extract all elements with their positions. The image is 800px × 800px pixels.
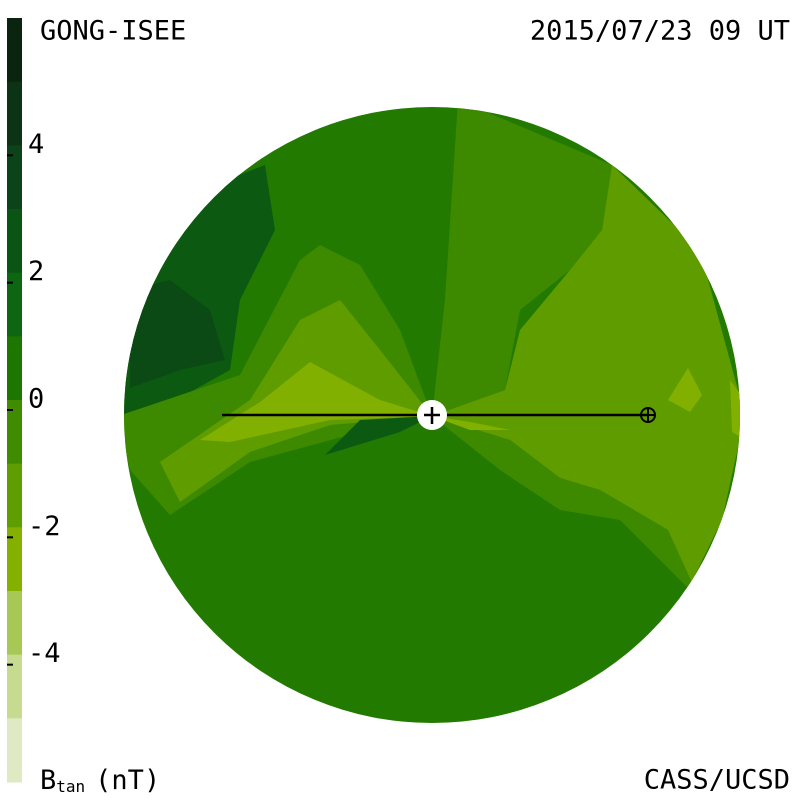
colorbar-band — [7, 527, 22, 592]
colorbar-band — [7, 272, 22, 337]
colorbar-band — [7, 463, 22, 528]
colorbar-band — [7, 209, 22, 274]
quantity-subscript: tan — [56, 777, 85, 796]
contour — [200, 362, 432, 442]
colorbar-band — [7, 336, 22, 401]
contour — [668, 368, 702, 412]
colorbar-tick-label: 4 — [28, 129, 44, 160]
colorbar-band — [7, 81, 22, 146]
colorbar-band — [7, 591, 22, 656]
unit: (nT) — [95, 765, 160, 796]
quantity-label: Btan (nT) — [40, 765, 160, 796]
contour — [432, 107, 612, 416]
colorbar: 4 2 0 -2 -4 — [7, 18, 61, 783]
contour — [432, 165, 740, 585]
colorbar-band — [7, 718, 22, 783]
colorbar-band — [7, 18, 22, 83]
colorbar-tick-label: 2 — [28, 256, 44, 287]
contour — [325, 416, 432, 455]
contour — [730, 380, 740, 440]
contour — [432, 416, 510, 430]
colorbar-tick-label: -2 — [28, 511, 61, 542]
contour — [432, 416, 700, 600]
timestamp: 2015/07/23 09 UT — [530, 16, 790, 47]
credit: CASS/UCSD — [644, 765, 790, 796]
colorbar-band — [7, 400, 22, 465]
colorbar-tick-label: 0 — [28, 384, 44, 415]
colorbar-band — [7, 145, 22, 210]
contour — [130, 280, 225, 388]
colorbar-band — [7, 654, 22, 719]
colorbar-tick-label: -4 — [28, 638, 61, 669]
quantity: B — [40, 765, 56, 796]
source-label: GONG-ISEE — [40, 16, 186, 47]
